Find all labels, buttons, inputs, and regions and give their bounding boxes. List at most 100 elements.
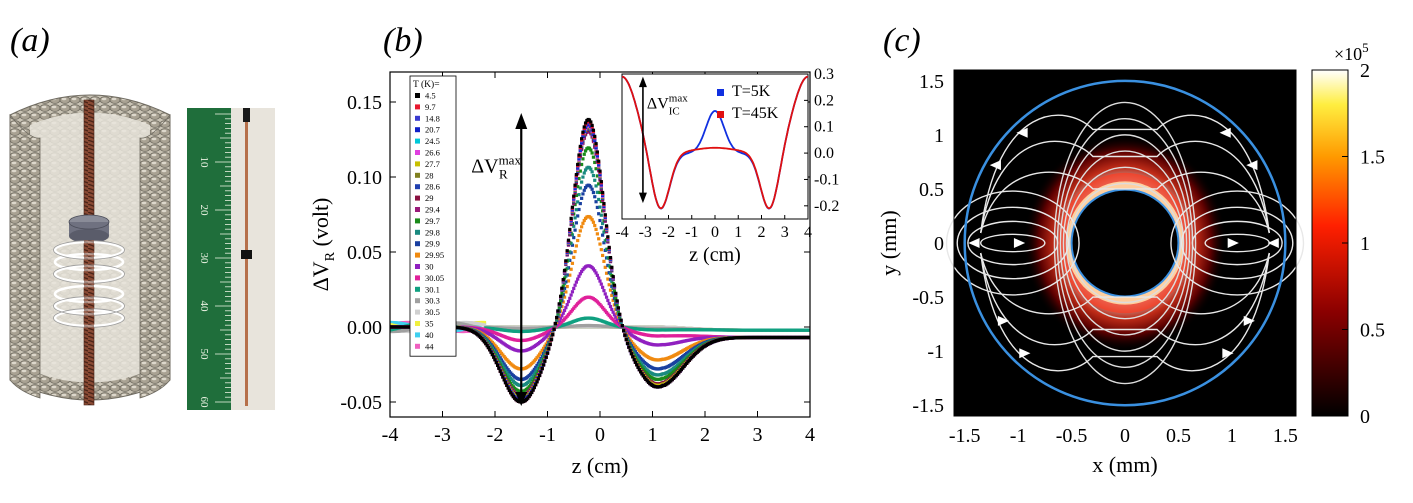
data-point [604,271,609,275]
data-point [564,290,568,294]
solenoid-front-right [139,113,171,399]
ruler-tick-label: 30 [198,253,210,265]
data-point [568,311,572,315]
data-point [595,190,599,194]
data-point [636,353,640,357]
data-point [569,309,573,314]
data-point [564,280,568,284]
data-point [573,283,577,287]
ruler-tick-label: 10 [198,157,210,169]
data-point [565,284,569,289]
data-point [591,220,596,224]
panel-label-a: (a) [10,22,50,59]
ruler-tick-label: 40 [198,301,210,313]
data-point [536,361,540,365]
data-point [573,249,577,254]
data-point [538,352,542,356]
data-point [562,286,567,291]
data-point [531,374,535,378]
chart-b: -4 -3 -2 -1 0 1 2 3 4 -0.050.000.050.100.15 z (c… [308,66,839,478]
data-point [599,282,603,286]
ruler-tick-label: 60 [198,397,210,409]
data-point [577,274,581,278]
data-point [570,308,575,312]
data-point [590,187,594,191]
data-point [528,378,533,382]
data-point [591,173,596,178]
ruler-tick-label: 50 [198,349,210,361]
data-point [593,223,597,228]
data-point [574,221,578,225]
data-point [590,151,594,155]
data-point [608,272,613,276]
data-point [496,346,500,351]
data-point [534,365,538,370]
data-point [598,190,602,195]
data-point [557,318,561,323]
data-point [556,313,560,317]
data-point [601,221,605,226]
data-point [602,241,606,245]
solenoid-front-left [9,113,41,399]
data-point [583,185,588,190]
ruler-ticks [215,113,231,403]
series-30.1 [390,316,810,334]
data-point [501,353,505,357]
data-point [599,248,603,252]
data-point [594,200,598,204]
data-point [574,208,578,212]
data-point [531,369,535,373]
data-point [576,185,580,189]
data-point [573,216,577,220]
data-point [509,376,513,380]
data-point [577,193,581,197]
data-point [602,230,606,234]
data-point [497,348,501,352]
data-point [570,243,575,247]
data-point [532,367,536,371]
data-point [566,279,571,283]
data-point [614,296,618,300]
data-point [560,314,564,318]
data-point [603,292,607,296]
data-point [583,168,588,172]
data-point [572,236,576,240]
data-point [570,290,575,294]
data-point [568,296,572,300]
data-point [568,273,572,277]
data-point [590,218,594,222]
data-point [611,298,615,302]
data-point [570,261,575,265]
data-point [597,212,601,216]
data-point [611,281,615,286]
data-point [578,169,582,173]
data-point [580,196,584,200]
data-point [576,214,580,218]
data-point [582,152,586,156]
data-point [564,306,568,310]
data-point [608,278,613,282]
data-point [507,374,512,379]
data-point [587,146,592,150]
data-point [595,232,599,236]
data-point [576,200,580,204]
data-point [599,226,603,230]
data-point [535,356,539,360]
data-point [572,224,576,228]
data-point [612,313,617,317]
copper-rod [245,116,248,406]
data-point [594,167,598,171]
data-point [594,184,598,188]
data-point [602,307,606,311]
data-point [612,289,617,293]
data-point [505,370,509,375]
data-point [602,289,606,293]
data-point [559,298,563,303]
data-point [539,350,543,354]
data-point [573,228,577,232]
data-point [595,273,599,277]
panel-label-b: (b) [383,22,423,59]
data-point [589,216,593,220]
data-point [593,178,597,182]
